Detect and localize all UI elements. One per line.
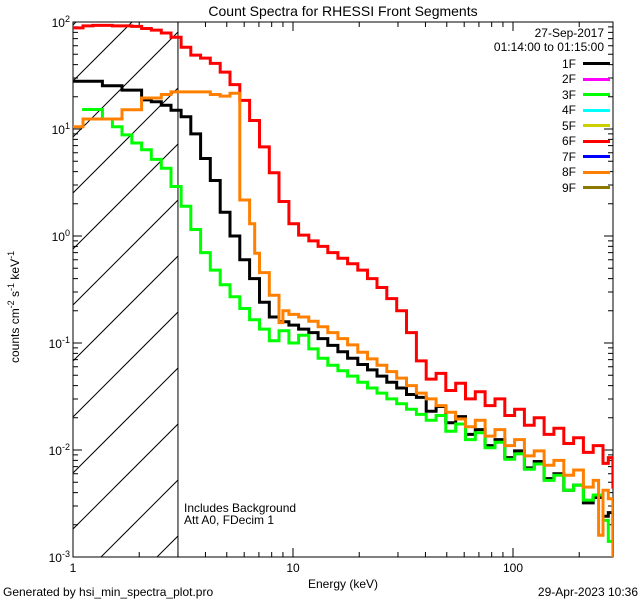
observation-time-range: 01:14:00 to 01:15:00 — [493, 40, 604, 54]
generator-credit: Generated by hsi_min_spectra_plot.pro — [3, 585, 214, 599]
legend-color-swatch — [583, 186, 610, 190]
legend-color-swatch — [583, 62, 610, 66]
legend-item-4F: 4F — [562, 103, 610, 119]
legend-label: 9F — [561, 180, 576, 195]
chart-title: Count Spectra for RHESSI Front Segments — [208, 3, 478, 19]
spectrum-curve-6F — [73, 23, 613, 489]
legend-label: 3F — [561, 87, 576, 102]
legend-color-swatch — [583, 170, 610, 174]
legend-item-5F: 5F — [562, 118, 610, 134]
legend-item-1F: 1F — [562, 56, 610, 72]
y-tick-label-10e1: 101 — [51, 121, 70, 137]
axes-frame — [72, 21, 614, 558]
x-tick-label-1: 1 — [69, 561, 77, 575]
render-timestamp: 29-Apr-2023 10:36 — [537, 585, 638, 599]
spectrum-curve-3F — [82, 108, 613, 543]
legend-color-swatch — [583, 93, 610, 97]
legend-label: 5F — [561, 118, 576, 133]
legend-item-8F: 8F — [562, 165, 610, 181]
y-tick-label-10e2: 102 — [51, 14, 70, 30]
axis-ticks — [72, 21, 613, 558]
x-tick-label-100: 100 — [502, 561, 524, 575]
y-tick-label-10e0: 100 — [51, 228, 70, 244]
x-axis-title: Energy (keV) — [307, 577, 379, 591]
y-tick-label-10e-3: 10-3 — [48, 549, 70, 565]
y-tick-label-10e-1: 10-1 — [48, 335, 70, 351]
x-tick-label-10: 10 — [286, 561, 300, 575]
legend-color-swatch — [583, 139, 610, 143]
legend-label: 8F — [561, 165, 576, 180]
legend-label: 7F — [561, 149, 576, 164]
legend-color-swatch — [583, 155, 610, 159]
spectrum-curve-1F — [73, 79, 613, 524]
legend-label: 4F — [561, 103, 576, 118]
legend-label: 2F — [561, 72, 576, 87]
y-tick-label-10e-2: 10-2 — [48, 442, 70, 458]
legend: 1F 2F 3F 4F 5F 6F 7F 8F 9F — [562, 56, 610, 196]
legend-color-swatch — [583, 108, 610, 112]
legend-item-2F: 2F — [562, 72, 610, 88]
legend-item-7F: 7F — [562, 149, 610, 165]
observation-datetime: 27-Sep-2017 01:14:00 to 01:15:00 — [494, 26, 604, 54]
spectrum-curve-8F — [73, 90, 613, 557]
legend-color-swatch — [583, 77, 610, 81]
legend-item-9F: 9F — [562, 180, 610, 196]
legend-label: 6F — [561, 134, 576, 149]
annotation-attenuator-state: Att A0, FDecim 1 — [184, 513, 275, 527]
hatch-region — [73, 22, 178, 557]
legend-item-6F: 6F — [562, 134, 610, 150]
legend-color-swatch — [583, 124, 610, 128]
y-axis-title: counts cm-2 s-1 keV-1 — [6, 250, 22, 363]
annotation-includes-background: Includes Background — [184, 501, 297, 515]
legend-item-3F: 3F — [562, 87, 610, 103]
observation-date: 27-Sep-2017 — [534, 26, 604, 40]
legend-label: 1F — [561, 56, 576, 71]
